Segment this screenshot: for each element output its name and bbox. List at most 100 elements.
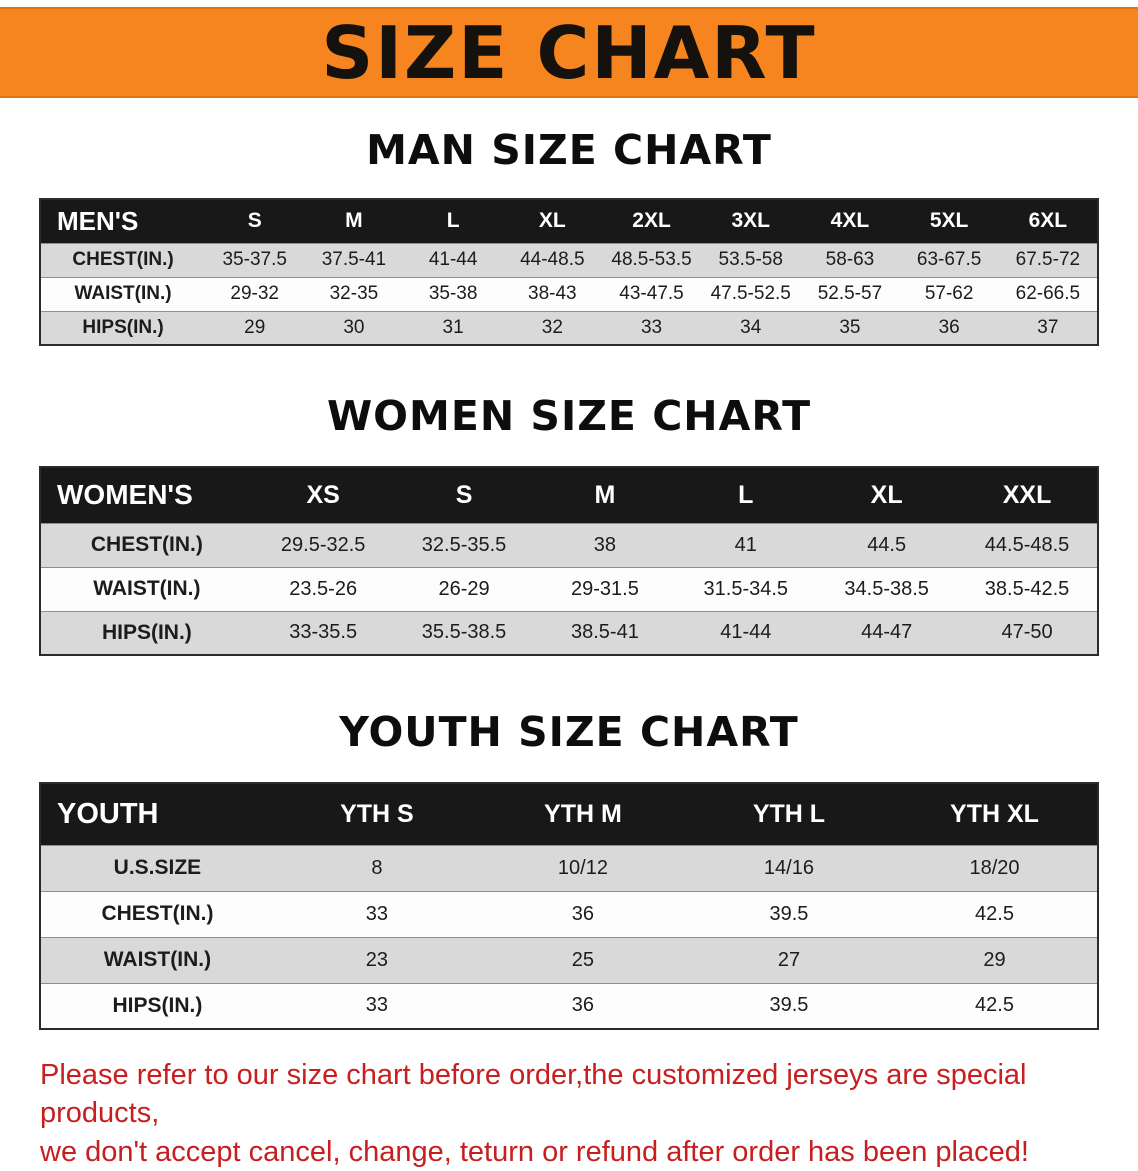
size-header-cell: L — [446, 209, 460, 233]
measurement-row: HIPS(IN.) 33 36 39.5 42.5 — [40, 983, 1098, 1029]
women-size-chart-heading: WOMEN SIZE CHART — [326, 392, 812, 440]
measurement-value-cell: 47.5-52.5 — [710, 283, 791, 304]
measurement-value-cell: 42.5 — [975, 902, 1014, 925]
measurement-label-cell: U.S.SIZE — [113, 856, 202, 879]
size-header-cell: 2XL — [632, 209, 671, 233]
measurement-value-cell: 32.5-35.5 — [421, 533, 507, 556]
measurement-value-cell: 38-43 — [528, 283, 577, 304]
size-header-cell: 6XL — [1028, 209, 1068, 233]
size-header-cell: 3XL — [731, 209, 770, 233]
women-size-table: WOMEN'S XS S M L XL XXL CHEST(IN.) 29.5-32.5 32.5… — [39, 466, 1099, 656]
size-header-cell: YTH L — [752, 799, 826, 828]
measurement-label-cell: CHEST(IN.) — [90, 533, 203, 556]
size-header-cell: XS — [306, 480, 340, 509]
youth-size-table: YOUTH YTH S YTH M YTH L YTH XL U.S.SIZE 8 10/12… — [39, 782, 1099, 1030]
measurement-label-cell: CHEST(IN.) — [72, 249, 174, 270]
measurement-value-cell: 44-48.5 — [520, 249, 585, 270]
size-header-cell: M — [345, 209, 363, 233]
disclaimer-line-2: we don't accept cancel, change, teturn o… — [40, 1135, 1029, 1168]
measurement-value-cell: 43-47.5 — [619, 283, 684, 304]
size-header-cell: XL — [870, 480, 903, 509]
measurement-value-cell: 29-32 — [230, 283, 280, 304]
measurement-value-cell: 30 — [343, 316, 365, 338]
table-header-row: MEN'S S M L XL 2XL 3XL 4XL 5XL 6XL — [40, 199, 1098, 243]
size-header-cell: M — [594, 480, 616, 509]
table-header-row: YOUTH YTH S YTH M YTH L YTH XL — [40, 783, 1098, 845]
measurement-value-cell: 39.5 — [769, 994, 809, 1017]
measurement-value-cell: 29 — [244, 316, 266, 338]
measurement-value-cell: 18/20 — [969, 856, 1020, 879]
measurement-value-cell: 33 — [365, 994, 389, 1017]
measurement-value-cell: 53.5-58 — [718, 249, 783, 270]
measurement-value-cell: 52.5-57 — [817, 283, 883, 304]
measurement-value-cell: 58-63 — [825, 249, 875, 270]
measurement-value-cell: 44.5 — [867, 533, 907, 556]
men-size-table: MEN'S S M L XL 2XL 3XL 4XL 5XL 6XL CHEST(IN.) 35-37… — [39, 198, 1099, 346]
measurement-value-cell: 34.5-38.5 — [844, 577, 929, 600]
measurement-value-cell: 47-50 — [1001, 621, 1053, 644]
disclaimer: Please refer to our size chart before or… — [40, 1056, 1098, 1171]
table-title-cell: YOUTH — [57, 797, 159, 830]
size-header-cell: S — [455, 480, 473, 509]
measurement-value-cell: 32-35 — [329, 283, 379, 304]
disclaimer-line-1: Please refer to our size chart before or… — [40, 1059, 1027, 1130]
size-header-cell: S — [247, 209, 262, 233]
measurement-value-cell: 41-44 — [720, 621, 772, 644]
measurement-value-cell: 37.5-41 — [321, 249, 387, 270]
measurement-row: HIPS(IN.) 29 30 31 32 33 34 35 36 37 — [40, 311, 1098, 345]
banner-title: SIZE CHART — [321, 10, 817, 95]
measurement-value-cell: 35-38 — [428, 283, 478, 304]
measurement-label-cell: WAIST(IN.) — [103, 948, 212, 971]
measurement-row: HIPS(IN.) 33-35.5 35.5-38.5 38.5-41 41-44 44-… — [40, 611, 1098, 655]
youth-size-chart-heading: YOUTH SIZE CHART — [339, 708, 799, 756]
men-size-chart-section: MAN SIZE CHART MEN'S S M L XL 2XL 3XL 4XL 5XL 6XL… — [0, 126, 1138, 346]
measurement-value-cell: 32 — [541, 316, 563, 338]
measurement-value-cell: 35 — [839, 316, 861, 338]
measurement-label-cell: HIPS(IN.) — [82, 316, 164, 338]
measurement-value-cell: 39.5 — [769, 902, 809, 925]
size-header-cell: L — [738, 480, 754, 509]
measurement-value-cell: 35-37.5 — [222, 249, 287, 270]
measurement-value-cell: 14/16 — [763, 856, 814, 879]
size-header-cell: YTH S — [340, 799, 414, 828]
measurement-value-cell: 26-29 — [438, 577, 490, 600]
measurement-value-cell: 36 — [571, 994, 595, 1017]
measurement-value-cell: 23 — [365, 948, 389, 971]
measurement-value-cell: 37 — [1037, 316, 1059, 338]
measurement-label-cell: WAIST(IN.) — [93, 577, 201, 600]
measurement-label-cell: HIPS(IN.) — [101, 620, 192, 644]
measurement-value-cell: 31 — [442, 316, 464, 338]
size-header-cell: 5XL — [929, 209, 969, 233]
measurement-value-cell: 29-31.5 — [570, 577, 639, 600]
measurement-value-cell: 36 — [938, 316, 960, 338]
measurement-value-cell: 31.5-34.5 — [703, 577, 789, 600]
measurement-value-cell: 44-47 — [861, 621, 913, 644]
measurement-value-cell: 38.5-42.5 — [984, 577, 1070, 600]
measurement-value-cell: 23.5-26 — [289, 577, 358, 600]
size-chart-page: SIZE CHART MAN SIZE CHART MEN'S S M L XL 2XL 3… — [0, 7, 1138, 1171]
measurement-value-cell: 33-35.5 — [289, 621, 358, 644]
measurement-value-cell: 27 — [777, 948, 801, 971]
measurement-row: U.S.SIZE 8 10/12 14/16 18/20 — [40, 845, 1098, 891]
measurement-row: WAIST(IN.) 23.5-26 26-29 29-31.5 31.5-34.5 34… — [40, 567, 1098, 611]
table-header-row: WOMEN'S XS S M L XL XXL — [40, 467, 1098, 523]
measurement-value-cell: 35.5-38.5 — [421, 621, 507, 644]
measurement-value-cell: 38.5-41 — [570, 621, 639, 644]
measurement-row: WAIST(IN.) 23 25 27 29 — [40, 937, 1098, 983]
men-size-chart-heading: MAN SIZE CHART — [366, 126, 772, 174]
measurement-value-cell: 63-67.5 — [916, 249, 982, 270]
measurement-value-cell: 67.5-72 — [1015, 249, 1081, 270]
measurement-value-cell: 62-66.5 — [1015, 283, 1081, 304]
size-header-cell: XL — [538, 209, 566, 233]
measurement-value-cell: 44.5-48.5 — [984, 533, 1070, 556]
table-title-cell: MEN'S — [57, 205, 139, 236]
measurement-row: CHEST(IN.) 35-37.5 37.5-41 41-44 44-48.5 48.5… — [40, 243, 1098, 277]
measurement-row: WAIST(IN.) 29-32 32-35 35-38 38-43 43-47.5 47.… — [40, 277, 1098, 311]
measurement-value-cell: 34 — [740, 316, 762, 338]
women-size-chart-section: WOMEN SIZE CHART WOMEN'S XS S M L XL XXL CHEST(… — [0, 392, 1138, 656]
measurement-value-cell: 29.5-32.5 — [280, 533, 366, 556]
size-chart-banner: SIZE CHART — [0, 7, 1138, 98]
measurement-value-cell: 33 — [640, 316, 663, 338]
table-title-cell: WOMEN'S — [57, 479, 193, 511]
measurement-value-cell: 33 — [365, 902, 389, 925]
